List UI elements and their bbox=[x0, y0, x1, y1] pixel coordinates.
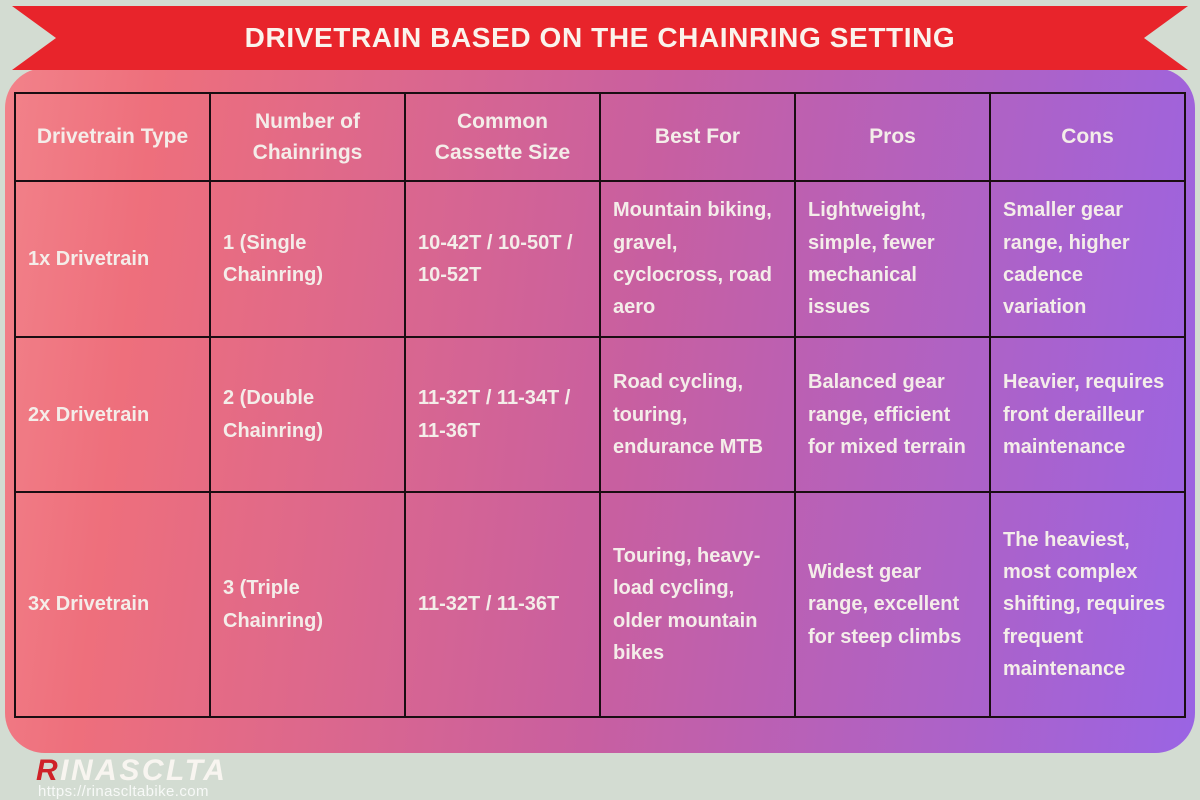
cell-drivetrain-type: 2x Drivetrain bbox=[14, 336, 211, 494]
cell-best-for: Touring, heavy-load cycling, older mount… bbox=[599, 491, 796, 718]
cell-pros: Balanced gear range, efficient for mixed… bbox=[794, 336, 991, 494]
table-row-3x-drivetrain: 3x Drivetrain 3 (Triple Chainring) 11-32… bbox=[14, 491, 1186, 718]
cell-cons: The heaviest, most complex shifting, req… bbox=[989, 491, 1186, 718]
table-body: 1x Drivetrain 1 (Single Chainring) 10-42… bbox=[14, 179, 1186, 718]
column-header-pros: Pros bbox=[794, 92, 991, 182]
table-row-2x-drivetrain: 2x Drivetrain 2 (Double Chainring) 11-32… bbox=[14, 336, 1186, 494]
brand-logo: RINASCLTA bbox=[36, 756, 227, 786]
page-title: DRIVETRAIN BASED ON THE CHAINRING SETTIN… bbox=[244, 22, 956, 53]
cell-cassette-size: 10-42T / 10-50T / 10-52T bbox=[404, 179, 601, 339]
title-ribbon: DRIVETRAIN BASED ON THE CHAINRING SETTIN… bbox=[12, 6, 1188, 70]
brand-logo-initial: R bbox=[36, 754, 61, 787]
cell-cons: Smaller gear range, higher cadence varia… bbox=[989, 179, 1186, 339]
column-header-number-of-chainrings: Number of Chainrings bbox=[209, 92, 406, 182]
cell-best-for: Mountain biking, gravel, cyclocross, roa… bbox=[599, 179, 796, 339]
cell-drivetrain-type: 1x Drivetrain bbox=[14, 179, 211, 339]
column-header-best-for: Best For bbox=[599, 92, 796, 182]
cell-number-of-chainrings: 3 (Triple Chainring) bbox=[209, 491, 406, 718]
cell-cons: Heavier, requires front derailleur maint… bbox=[989, 336, 1186, 494]
cell-cassette-size: 11-32T / 11-34T / 11-36T bbox=[404, 336, 601, 494]
table-row-1x-drivetrain: 1x Drivetrain 1 (Single Chainring) 10-42… bbox=[14, 179, 1186, 339]
cell-number-of-chainrings: 2 (Double Chainring) bbox=[209, 336, 406, 494]
brand-url: https://rinascltabike.com bbox=[38, 783, 209, 800]
cell-drivetrain-type: 3x Drivetrain bbox=[14, 491, 211, 718]
cell-number-of-chainrings: 1 (Single Chainring) bbox=[209, 179, 406, 339]
cell-pros: Lightweight, simple, fewer mechanical is… bbox=[794, 179, 991, 339]
header-row: Drivetrain Type Number of Chainrings Com… bbox=[14, 92, 1186, 182]
brand-logo-rest: INASCLTA bbox=[60, 754, 228, 787]
drivetrain-comparison-table: Drivetrain Type Number of Chainrings Com… bbox=[14, 92, 1186, 718]
table-header: Drivetrain Type Number of Chainrings Com… bbox=[14, 92, 1186, 182]
cell-best-for: Road cycling, touring, endurance MTB bbox=[599, 336, 796, 494]
column-header-common-cassette-size: Common Cassette Size bbox=[404, 92, 601, 182]
column-header-drivetrain-type: Drivetrain Type bbox=[14, 92, 211, 182]
cell-pros: Widest gear range, excellent for steep c… bbox=[794, 491, 991, 718]
cell-cassette-size: 11-32T / 11-36T bbox=[404, 491, 601, 718]
column-header-cons: Cons bbox=[989, 92, 1186, 182]
